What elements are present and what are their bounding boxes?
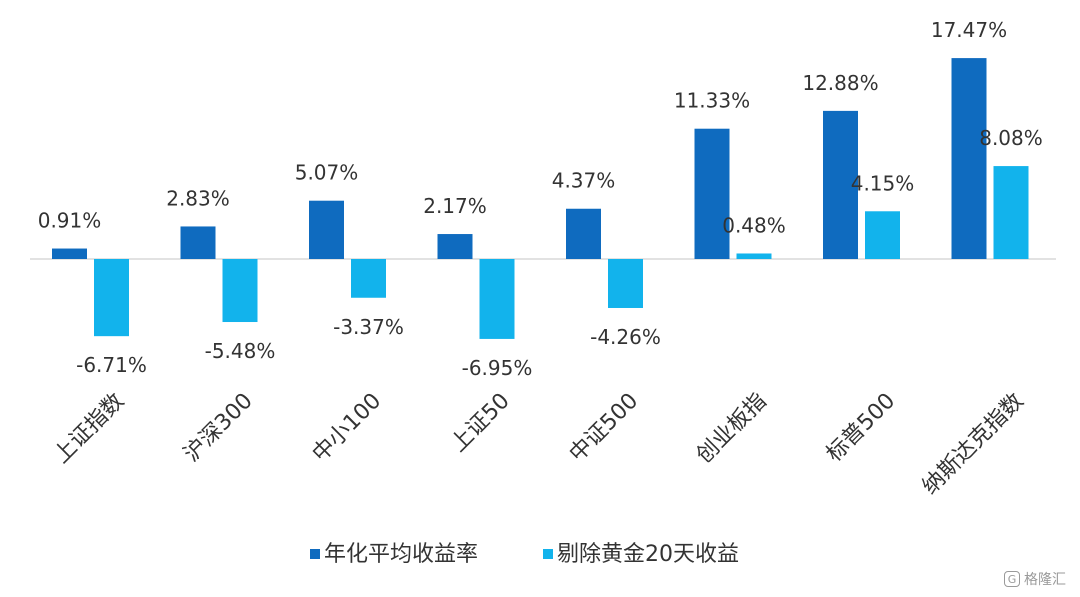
bar-series-2 <box>351 259 386 298</box>
legend-swatch-series-2 <box>543 549 553 559</box>
bar-series-2 <box>865 211 900 259</box>
bar-series-2 <box>608 259 643 308</box>
value-label-series-1: 4.37% <box>552 169 616 193</box>
value-label-series-1: 5.07% <box>295 161 359 185</box>
category-label: 中证500 <box>565 389 643 467</box>
bar-series-1 <box>52 248 87 259</box>
bar-series-1 <box>309 200 344 259</box>
category-label: 标普500 <box>822 389 900 467</box>
value-label-series-1: 11.33% <box>674 89 750 113</box>
value-label-series-2: 8.08% <box>979 126 1043 150</box>
value-label-series-1: 2.17% <box>423 194 487 218</box>
value-label-series-2: -6.95% <box>462 356 533 380</box>
bar-series-2 <box>222 259 258 323</box>
bars-group <box>52 58 1029 339</box>
value-label-series-2: 0.48% <box>722 213 786 237</box>
category-label: 纳斯达克指数 <box>918 389 1029 500</box>
value-label-series-1: 0.91% <box>38 209 102 233</box>
value-label-series-2: -6.71% <box>76 353 147 377</box>
value-label-series-2: -3.37% <box>333 315 404 339</box>
value-label-series-1: 2.83% <box>166 186 230 210</box>
category-label: 创业板指 <box>692 389 772 469</box>
bar-series-1 <box>566 208 601 259</box>
bar-series-1 <box>823 110 858 259</box>
bar-series-2 <box>479 259 515 339</box>
bar-series-1 <box>694 128 730 259</box>
watermark-logo-icon: G <box>1004 571 1020 587</box>
value-label-series-1: 12.88% <box>802 71 878 95</box>
bar-series-1 <box>437 234 473 259</box>
value-labels-group: 0.91% -6.71% 2.83% -5.48% 5.07% -3.37% 2.17% -6… <box>38 18 1043 380</box>
legend: 年化平均收益率 剔除黄金20天收益 <box>310 542 739 567</box>
legend-label-series-2: 剔除黄金20天收益 <box>557 542 739 567</box>
category-label: 中小100 <box>308 389 386 467</box>
bar-series-1 <box>951 58 987 259</box>
value-label-series-2: -5.48% <box>205 339 276 363</box>
category-labels-group: 上证指数 沪深300 中小100 上证50 中证500 创业板指 标普500 纳斯达克指数 <box>49 389 1028 500</box>
watermark: G 格隆汇 <box>1004 569 1066 589</box>
bar-series-2 <box>993 166 1029 259</box>
category-label: 沪深300 <box>179 389 257 467</box>
value-label-series-2: 4.15% <box>851 171 915 195</box>
category-label: 上证指数 <box>49 389 129 469</box>
watermark-text: 格隆汇 <box>1024 572 1066 588</box>
bar-series-2 <box>736 253 772 259</box>
legend-swatch-series-1 <box>310 549 320 559</box>
value-label-series-2: -4.26% <box>590 325 661 349</box>
category-label: 上证50 <box>446 389 515 458</box>
legend-label-series-1: 年化平均收益率 <box>324 542 478 567</box>
bar-series-1 <box>180 226 216 259</box>
bar-series-2 <box>94 259 129 337</box>
value-label-series-1: 17.47% <box>931 18 1007 42</box>
